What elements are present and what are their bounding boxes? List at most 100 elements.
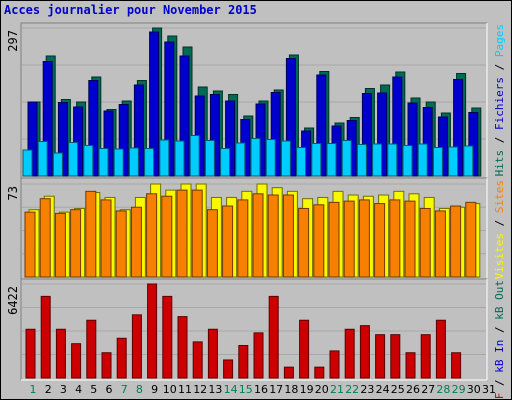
hits-bar-pages [68,142,79,177]
x-tick-label: 18 [284,383,298,396]
visits-bar-sites [161,195,173,278]
visits-bar-sites [176,189,188,278]
x-tick-label: 2 [45,383,52,396]
visits-bar-sites [313,204,325,278]
kbytes-bar-kb-f [329,350,340,379]
visits-bar-sites [434,210,446,278]
hits-bar-pages [356,144,367,177]
hits-bar-pages [463,145,474,177]
visits-bar-sites [282,194,294,278]
hits-bar-pages [402,145,413,177]
x-tick-label: 29 [452,383,466,396]
visits-bar-sites [206,209,218,278]
visits-bar-sites [419,207,431,278]
kbytes-bar-kb-f [40,295,51,379]
x-tick-label: 28 [436,383,450,396]
kbytes-bar-kb-f [435,319,446,379]
chart-title: Acces journalier pour November 2015 [4,3,257,17]
visits-bar-sites [39,198,51,278]
visits-bar-sites [252,193,264,278]
x-tick-label: 3 [60,383,67,396]
kbytes-bar-kb-f [86,319,97,379]
kbytes-bar-kb-f [451,352,462,379]
x-tick-label: 12 [193,383,207,396]
visits-bar-sites [85,190,97,278]
hits-bar-pages [159,139,170,177]
x-tick-label: 7 [121,383,128,396]
kbytes-bar-kb-f [55,328,66,379]
hits-bar-pages [341,140,352,177]
kbytes-bar-kb-f [299,319,310,379]
hits-legend-separator: / [493,130,506,150]
visits-bar-sites [465,201,477,278]
hits-bar-pages [83,145,94,177]
x-tick-label: 26 [406,383,420,396]
visits-bar-sites [222,205,234,278]
x-tick-label: 14 [224,383,238,396]
hits-bar-pages [98,148,109,177]
kbytes-legend-entry: kB Out [493,280,506,320]
kbytes-bar-kb-f [390,334,401,379]
x-tick-label: 9 [151,383,158,396]
hits-bar-pages [128,147,139,177]
hits-legend-separator: / [493,57,506,77]
visits-bar-sites [100,199,112,278]
hits-bar-pages [448,146,459,177]
visits-legend-entry: Visites [493,233,506,279]
hits-bar-pages [220,148,231,177]
hits-ymax-label: 297 [6,30,20,52]
kbytes-bar-kb-f [177,316,188,379]
hits-bar-pages [22,149,33,177]
hits-bar-pages [387,143,398,177]
hits-bar-pages [144,148,155,177]
x-tick-label: 13 [208,383,222,396]
visits-bar-sites [404,200,416,278]
x-tick-label: 5 [90,383,97,396]
kbytes-bar-kb-f [71,343,82,379]
kbytes-bar-kb-f [253,332,264,379]
hits-bar-pages [189,135,200,177]
x-tick-label: 1 [30,383,37,396]
kbytes-bar-kb-f [344,328,355,379]
kbytes-bar-kb-f [116,337,127,379]
x-tick-label: 22 [345,383,359,396]
kbytes-legend-separator: / [493,320,506,340]
x-tick-label: 24 [376,383,390,396]
hits-bar-pages [37,141,48,177]
kbytes-legend-separator: / [493,373,506,393]
kbytes-bar-kb-f [283,366,294,379]
visits-bar-sites [191,189,203,278]
kbytes-bar-kb-f [314,366,325,379]
kbytes-bar-kb-f [268,295,279,379]
x-tick-label: 11 [178,383,192,396]
kbytes-bar-kb-f [131,314,142,379]
hits-bar-pages [311,143,322,177]
x-tick-label: 19 [300,383,314,396]
x-tick-label: 8 [136,383,143,396]
visits-bar-sites [389,199,401,278]
visits-bar-sites [358,199,370,278]
visits-legend-entry: Sites [493,180,506,213]
hits-bar-pages [417,143,428,177]
x-tick-label: 31 [482,383,496,396]
visits-bar-sites [146,193,158,278]
visits-bar-sites [70,209,82,278]
x-tick-label: 25 [391,383,405,396]
x-tick-label: 27 [421,383,435,396]
kbytes-bar-kb-f [162,295,173,379]
visits-bar-sites [267,194,279,278]
visits-bar-sites [237,199,249,278]
visits-bar-sites [298,207,310,278]
hits-bar-pages [372,143,383,177]
hits-bar-pages [326,143,337,177]
kbytes-bar-kb-f [207,328,218,379]
x-tick-label: 21 [330,383,344,396]
hits-bar-pages [204,140,215,177]
kbytes-bar-kb-f [405,352,416,379]
x-tick-label: 15 [239,383,253,396]
visits-bar-sites [343,200,355,278]
hits-bar-pages [296,147,307,177]
kbytes-bar-kb-f [25,328,36,379]
visits-bar-sites [24,211,36,278]
